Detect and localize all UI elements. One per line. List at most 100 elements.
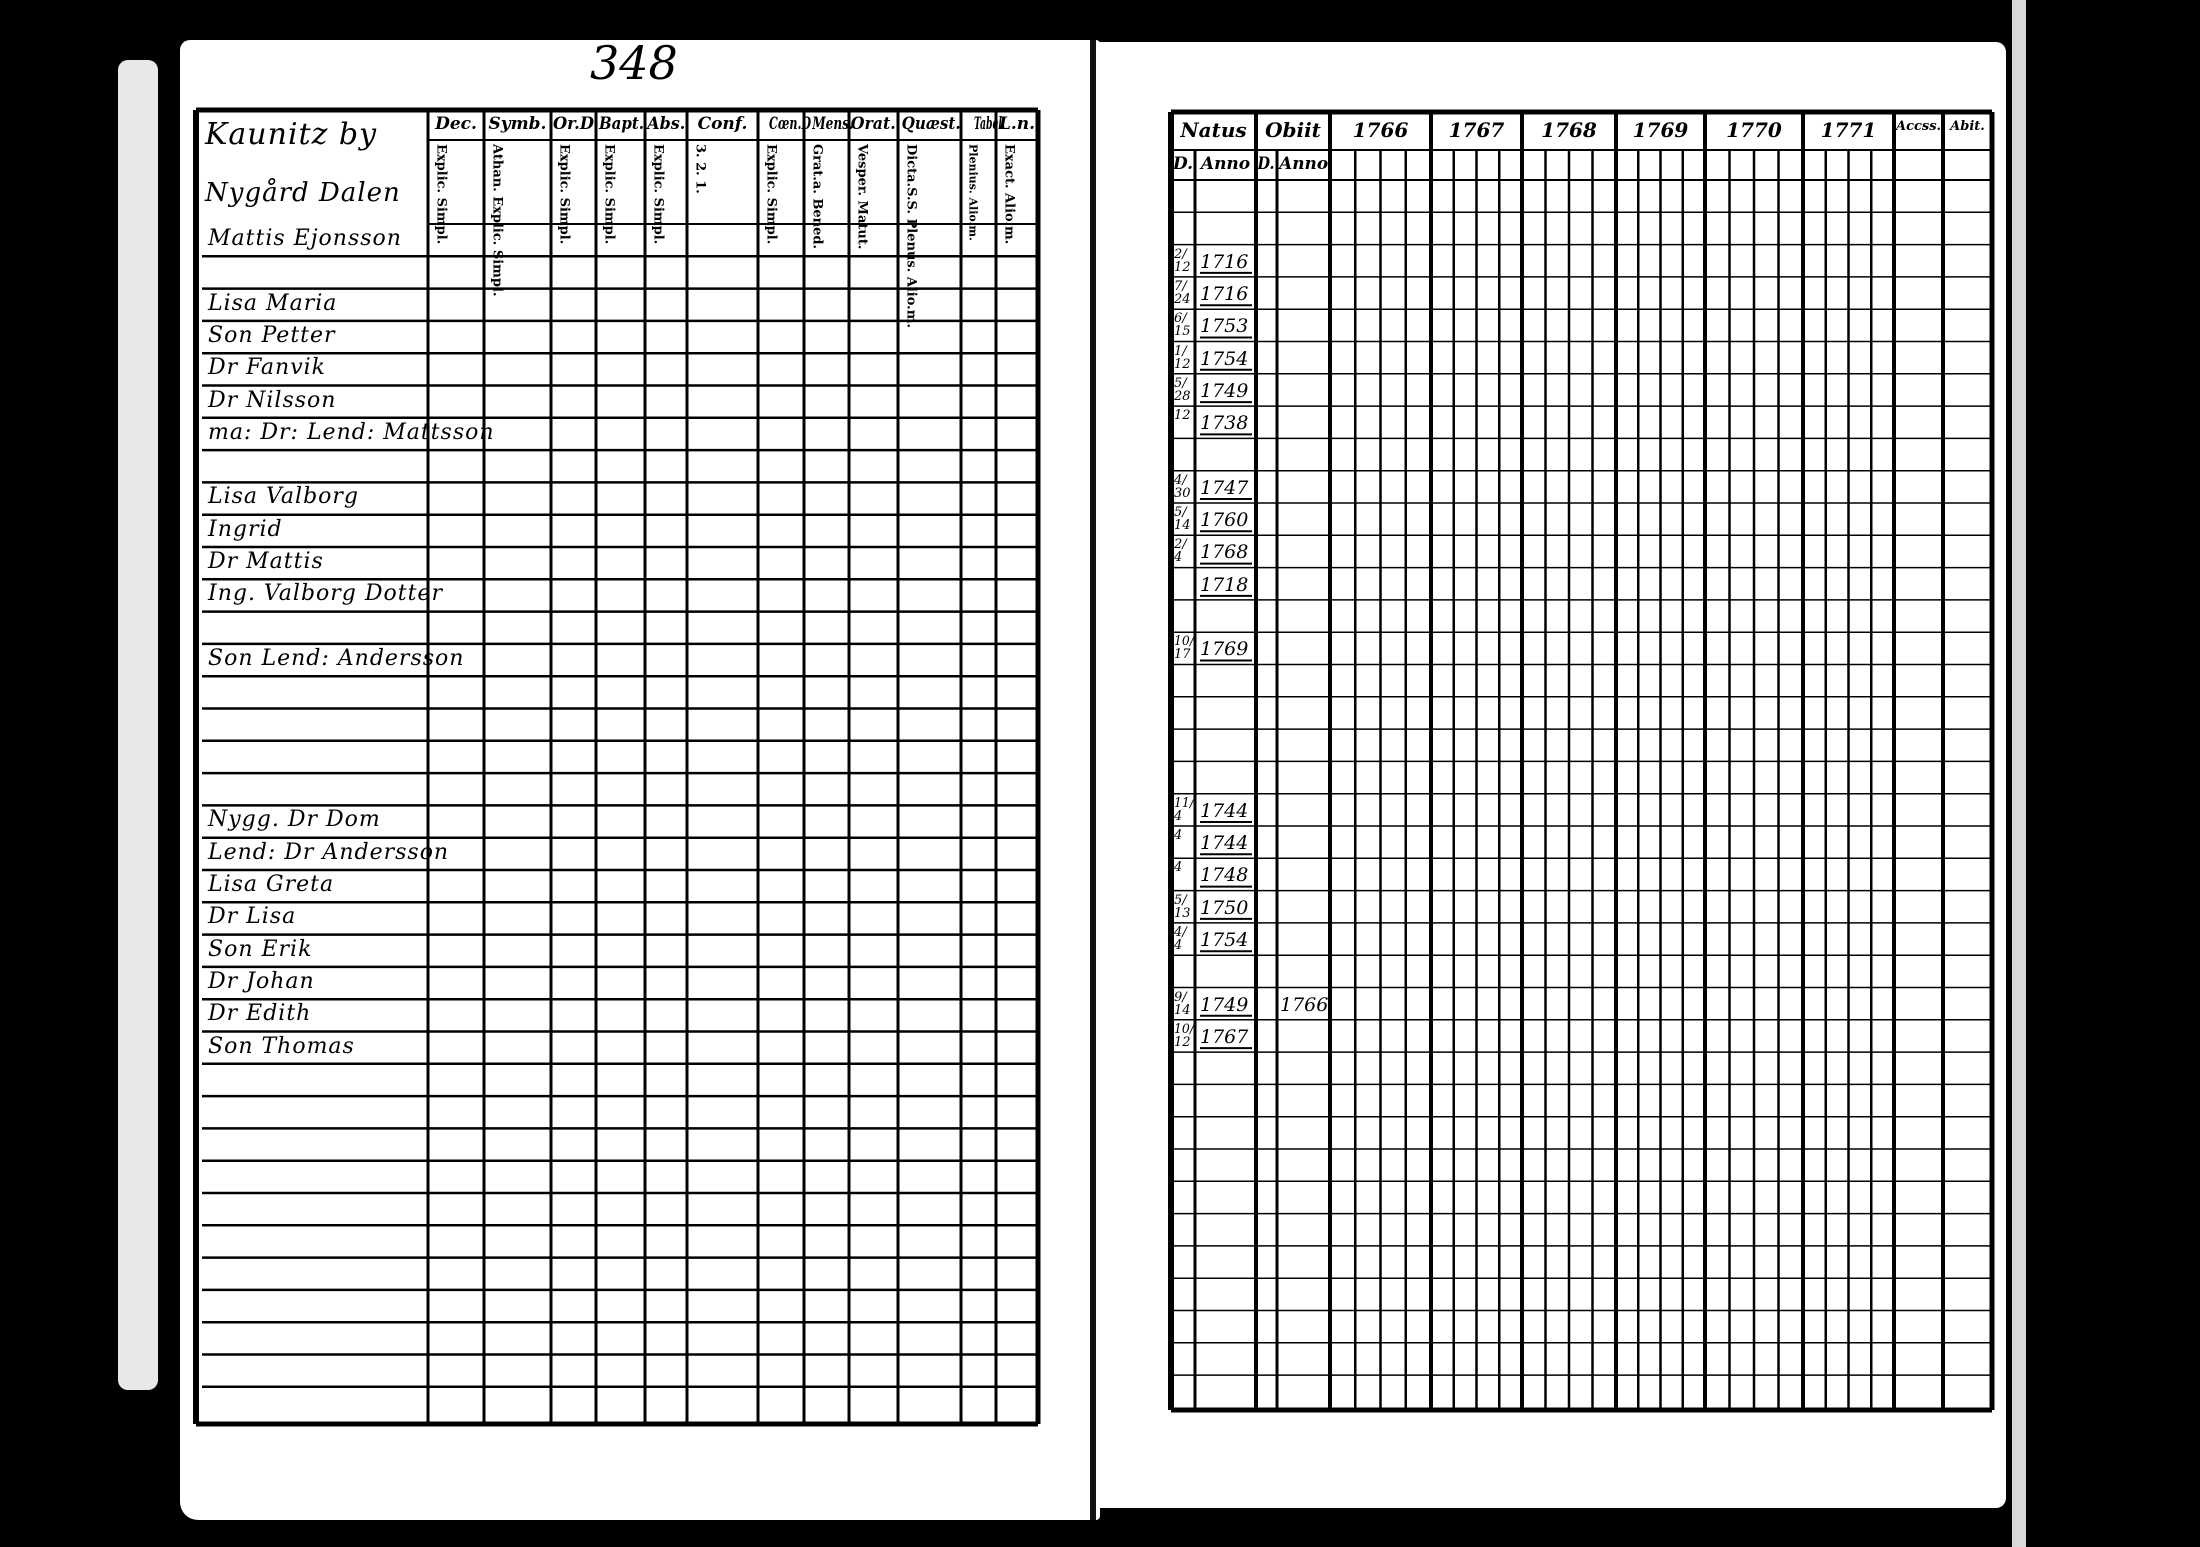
page-number: 348 <box>590 36 678 90</box>
column-subheader: Explic. Simpl. <box>763 144 779 245</box>
birth-year: 1716 <box>1200 250 1249 273</box>
birth-day: 4/4 <box>1174 924 1187 953</box>
birth-day: 2/4 <box>1174 537 1187 566</box>
birth-year: 1749 <box>1200 379 1249 402</box>
birth-day: 5/13 <box>1174 892 1191 921</box>
birth-year: 1767 <box>1200 1025 1249 1048</box>
column-header: Bapt. <box>599 114 645 134</box>
subcolumn-header: Anno <box>1200 154 1251 174</box>
birth-year: 1748 <box>1200 864 1249 887</box>
column-header: 1771 <box>1820 118 1877 142</box>
resident-name: Mattis Ejonsson <box>208 226 402 251</box>
column-subheader: Explic. Simpl. <box>433 144 449 245</box>
resident-name: Dr Nilsson <box>208 387 337 413</box>
birth-year: 1750 <box>1200 896 1249 919</box>
resident-name: Ingrid <box>208 516 283 542</box>
column-subheader: Explic. Simpl. <box>650 144 666 245</box>
birth-year: 1769 <box>1200 638 1249 661</box>
birth-year: 1754 <box>1200 347 1249 370</box>
column-header: Orat. <box>850 114 897 134</box>
column-header: 1769 <box>1632 118 1689 142</box>
birth-day: 4 <box>1174 828 1183 843</box>
death-year: 1766 <box>1280 993 1329 1016</box>
resident-name: Dr Lisa <box>208 904 297 930</box>
birth-day: 7/24 <box>1174 278 1191 307</box>
birth-year: 1760 <box>1200 509 1249 531</box>
column-header: 1770 <box>1726 118 1782 142</box>
column-subheader: Explic. Simpl. <box>556 144 572 245</box>
birth-day: 5/28 <box>1174 375 1191 404</box>
birth-day: 11/4 <box>1174 795 1195 824</box>
birth-day: 5/14 <box>1174 505 1191 533</box>
resident-name: Ing. Valborg Dotter <box>208 581 443 607</box>
column-subheader: 3. 2. 1. <box>692 144 708 194</box>
column-header: Or.D <box>553 114 594 134</box>
birth-day: 2/12 <box>1174 246 1191 275</box>
resident-name: Son Petter <box>208 322 336 348</box>
birth-year: 1753 <box>1200 315 1249 338</box>
birth-day: 10/12 <box>1174 1021 1195 1050</box>
subcolumn-header: D. <box>1172 154 1194 174</box>
resident-name: Son Lend: Andersson <box>208 645 465 671</box>
birth-year: 1747 <box>1200 476 1249 499</box>
resident-name: ma: Dr: Lend: Mattsson <box>208 419 495 445</box>
birth-year: 1716 <box>1200 282 1249 305</box>
resident-name: Dr Fanvik <box>208 355 327 381</box>
resident-name: Lisa Maria <box>208 290 338 316</box>
birth-day: 4 <box>1174 860 1183 876</box>
resident-name: Lisa Greta <box>208 872 335 897</box>
column-subheader: Athan. Explic. Simpl. <box>489 144 505 297</box>
birth-year: 1744 <box>1200 832 1249 854</box>
birth-year: 1718 <box>1200 573 1249 596</box>
birth-year: 1744 <box>1200 799 1249 822</box>
birth-day: 4/30 <box>1174 472 1191 501</box>
subcolumn-header: Anno <box>1278 154 1329 174</box>
column-header: Quæst. <box>901 114 961 134</box>
column-header: 1767 <box>1448 118 1505 142</box>
column-header: Accss. <box>1895 119 1942 134</box>
birth-day: 6/15 <box>1174 311 1191 340</box>
resident-name: Son Erik <box>208 936 313 962</box>
book-edge <box>118 60 158 1390</box>
resident-name: Son Thomas <box>208 1033 355 1059</box>
resident-name: Nygg. Dr Dom <box>208 807 381 833</box>
column-subheader: Dicta.S.S. Plenus. Alio.m. <box>904 144 919 328</box>
left-page <box>180 40 1100 1520</box>
right-page <box>1092 42 2006 1508</box>
farm-title: Nygård Dalen <box>205 178 401 208</box>
book-spine <box>1090 40 1096 1520</box>
column-header: Mens. <box>812 114 854 134</box>
column-header: 1768 <box>1541 118 1597 142</box>
resident-name: Dr Mattis <box>208 549 324 574</box>
birth-day: 10/17 <box>1174 634 1195 663</box>
birth-day: 1/12 <box>1174 343 1191 372</box>
resident-name: Lisa Valborg <box>208 484 359 510</box>
birth-year: 1738 <box>1200 412 1249 435</box>
column-header: Abit. <box>1950 119 1985 134</box>
village-title: Kaunitz by <box>205 117 378 152</box>
resident-name: Dr Johan <box>208 968 315 994</box>
resident-name: Dr Edith <box>208 1001 312 1027</box>
birth-day: 12 <box>1174 408 1191 424</box>
birth-year: 1749 <box>1200 993 1249 1016</box>
column-subheader: Plenius. Alio.m. <box>966 144 980 241</box>
birth-year: 1754 <box>1200 928 1249 951</box>
column-header: Symb. <box>488 114 547 134</box>
column-header: Natus <box>1180 118 1247 142</box>
column-header: L.n. <box>998 114 1036 134</box>
column-header: Dec. <box>435 114 477 134</box>
column-header: Cœn.D <box>769 114 812 134</box>
column-subheader: Vesper. Matut. <box>854 144 870 250</box>
column-header: 1766 <box>1352 118 1409 142</box>
resident-name: Lend: Dr Andersson <box>208 839 450 865</box>
birth-year: 1768 <box>1200 541 1249 564</box>
scan-edge <box>2012 0 2026 1547</box>
birth-day: 9/14 <box>1174 989 1191 1018</box>
subcolumn-header: D. <box>1258 154 1275 174</box>
column-subheader: Exact. Alio.m. <box>1001 144 1017 245</box>
column-subheader: Explic. Simpl. <box>601 144 617 245</box>
column-header: Abs. <box>647 114 685 134</box>
column-header: Obiit <box>1265 118 1321 142</box>
column-subheader: Grat.a. Bened. <box>809 144 825 249</box>
